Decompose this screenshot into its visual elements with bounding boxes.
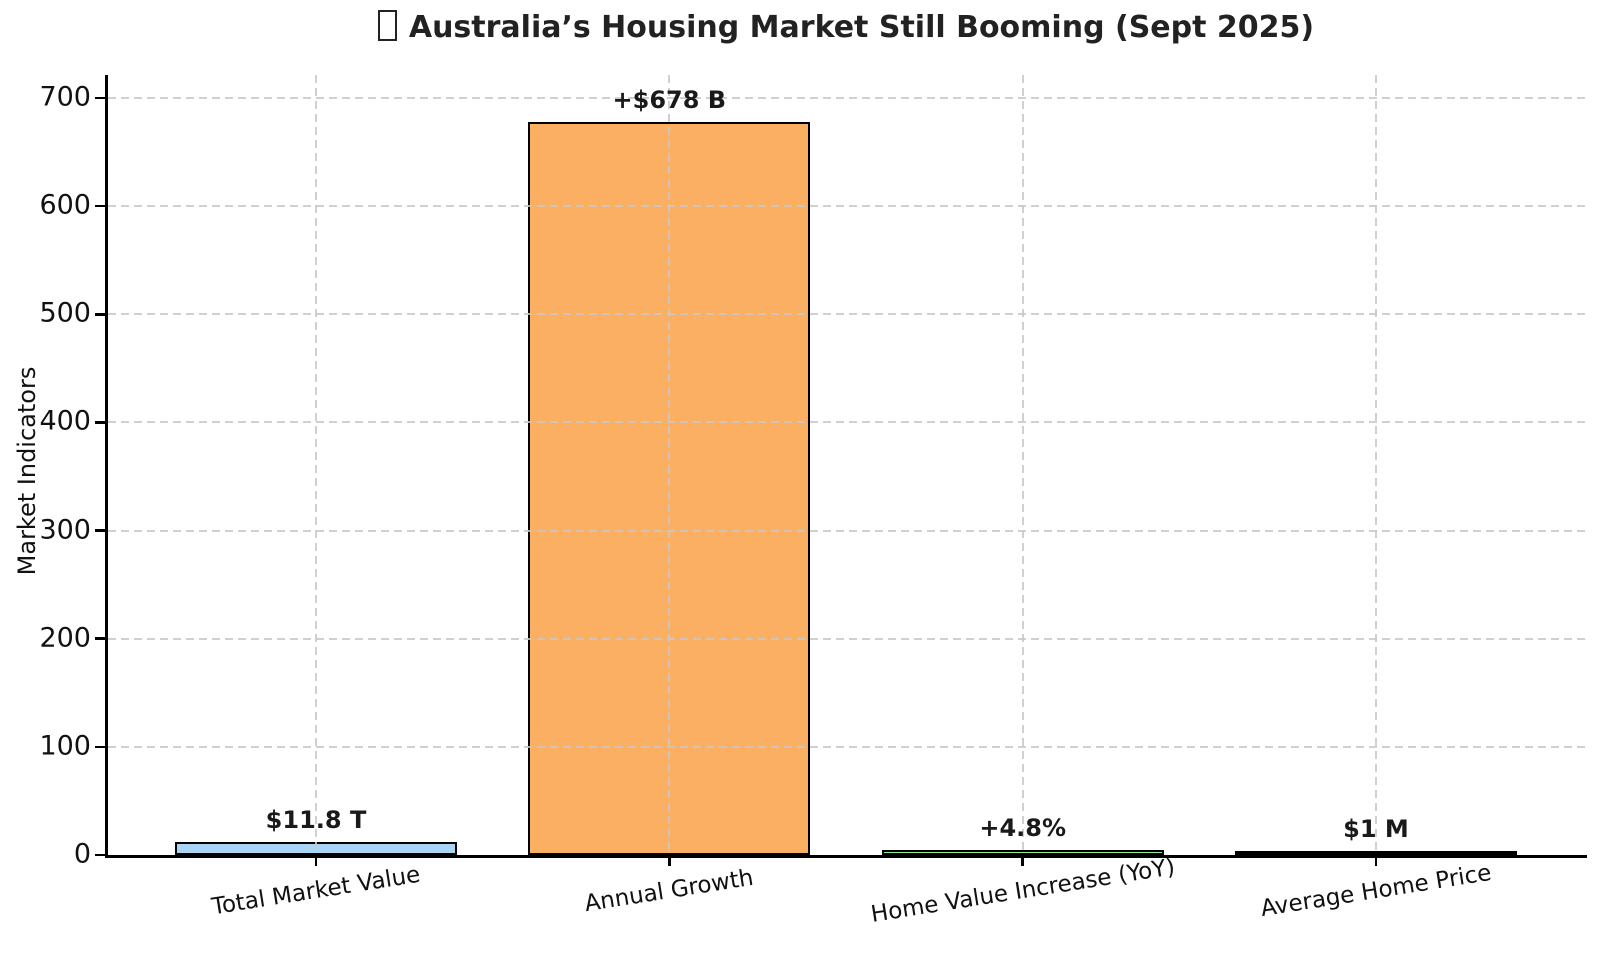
y-tick-label: 300 xyxy=(39,513,91,545)
y-tick-mark xyxy=(95,529,106,532)
x-tick-label: Annual Growth xyxy=(583,864,756,918)
h-gridline xyxy=(108,745,1585,748)
chart-title-text: Australia’s Housing Market Still Booming… xyxy=(408,10,1315,45)
y-tick-label: 400 xyxy=(39,405,91,437)
h-gridline xyxy=(108,97,1585,99)
x-tick-mark xyxy=(668,857,671,866)
h-gridline xyxy=(108,637,1585,640)
y-tick-mark xyxy=(95,204,106,208)
v-gridline xyxy=(1021,75,1024,855)
h-gridline xyxy=(108,529,1585,532)
h-gridline xyxy=(108,313,1585,316)
bar-value-label: $1 M xyxy=(1343,815,1409,843)
y-tick-label: 600 xyxy=(39,189,91,221)
y-tick-mark xyxy=(95,96,106,100)
y-tick-mark xyxy=(95,313,106,316)
h-gridline xyxy=(108,421,1585,424)
missing-emoji-icon xyxy=(377,10,397,41)
v-gridline xyxy=(668,75,671,855)
y-tick-label: 100 xyxy=(39,730,91,762)
x-tick-label: Total Market Value xyxy=(209,861,423,921)
chart-title: Australia’s Housing Market Still Booming… xyxy=(107,10,1585,45)
y-tick-label: 0 xyxy=(73,838,91,870)
y-tick-label: 500 xyxy=(39,297,91,329)
bar-value-label: $11.8 T xyxy=(265,806,367,835)
v-gridline xyxy=(315,75,317,855)
v-gridline xyxy=(1375,75,1377,855)
bar-value-label: +$678 B xyxy=(612,85,727,114)
h-gridline xyxy=(108,205,1585,208)
x-tick-label: Average Home Price xyxy=(1258,859,1494,923)
x-axis-spine xyxy=(105,855,1587,858)
y-tick-mark xyxy=(95,421,106,424)
y-tick-mark xyxy=(95,637,106,640)
y-tick-mark xyxy=(95,745,106,749)
x-tick-mark xyxy=(1374,857,1378,866)
y-tick-mark xyxy=(95,853,106,857)
x-tick-mark xyxy=(1021,857,1024,866)
x-tick-mark xyxy=(314,857,318,866)
y-tick-label: 700 xyxy=(39,81,91,113)
y-axis-spine xyxy=(105,75,108,857)
bar-value-label: +4.8% xyxy=(979,813,1067,842)
y-tick-label: 200 xyxy=(39,621,91,653)
